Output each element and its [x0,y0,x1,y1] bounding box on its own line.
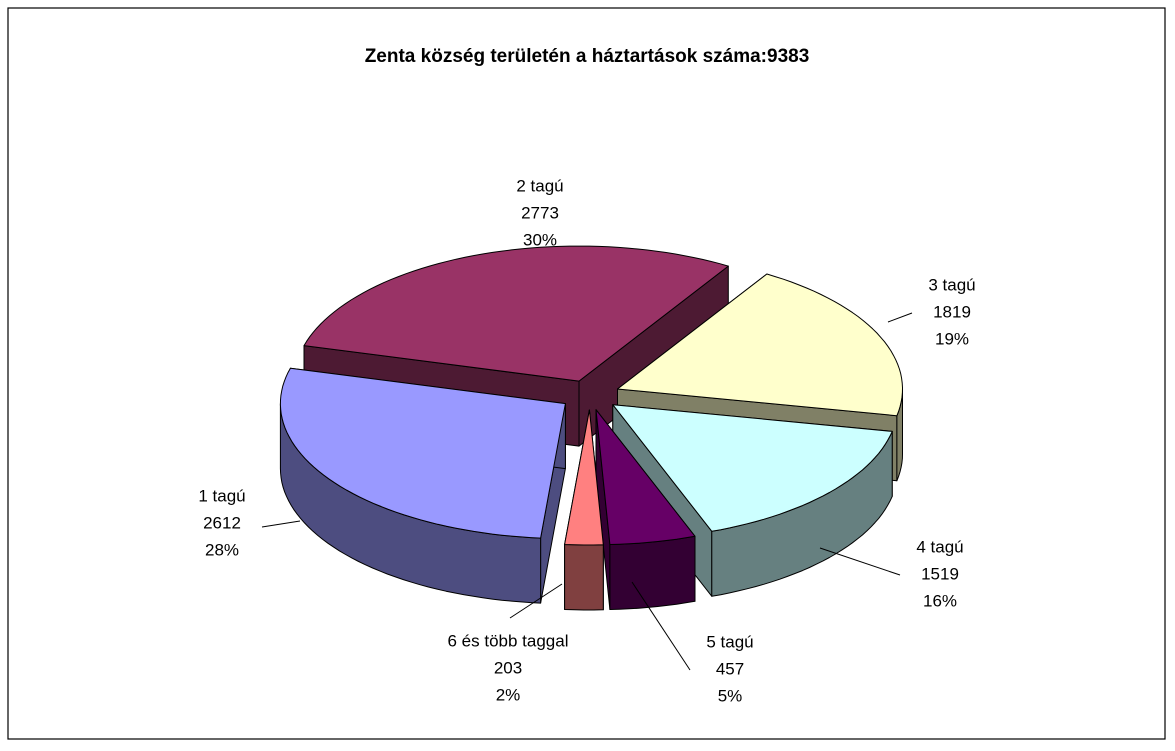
slice-percent: 28% [205,540,239,559]
slice-value: 457 [716,659,744,678]
slice-top [595,409,696,545]
chart-title: Zenta község területén a háztartások szá… [365,46,810,67]
slice-label: 1 tagú [198,486,245,505]
slice-top [303,245,729,382]
slice-value: 2612 [203,513,241,532]
slice-value: 1819 [933,302,971,321]
leader-line [631,581,691,671]
slice-percent: 2% [496,685,521,704]
slice-top [279,367,566,539]
slice-label: 3 tagú [928,275,975,294]
slice-percent: 19% [935,329,969,348]
leader-line [509,583,563,619]
slice-wall [564,544,604,611]
slice-value: 203 [494,658,522,677]
slice-label: 5 tagú [706,632,753,651]
slice-value: 2773 [521,203,559,222]
slice-top [612,404,893,532]
slice-percent: 5% [718,686,743,705]
slice-top [564,409,604,546]
slice-top [617,273,903,417]
slice-percent: 16% [923,591,957,610]
slice-label: 4 tagú [916,537,963,556]
leader-line [887,312,913,323]
slice-label: 6 és több taggal [448,631,569,650]
slice-wall [609,535,696,610]
slice-value: 1519 [921,564,959,583]
slice-percent: 30% [523,230,557,249]
leader-line [261,520,301,528]
slice-label: 2 tagú [516,176,563,195]
leader-line [819,547,901,576]
